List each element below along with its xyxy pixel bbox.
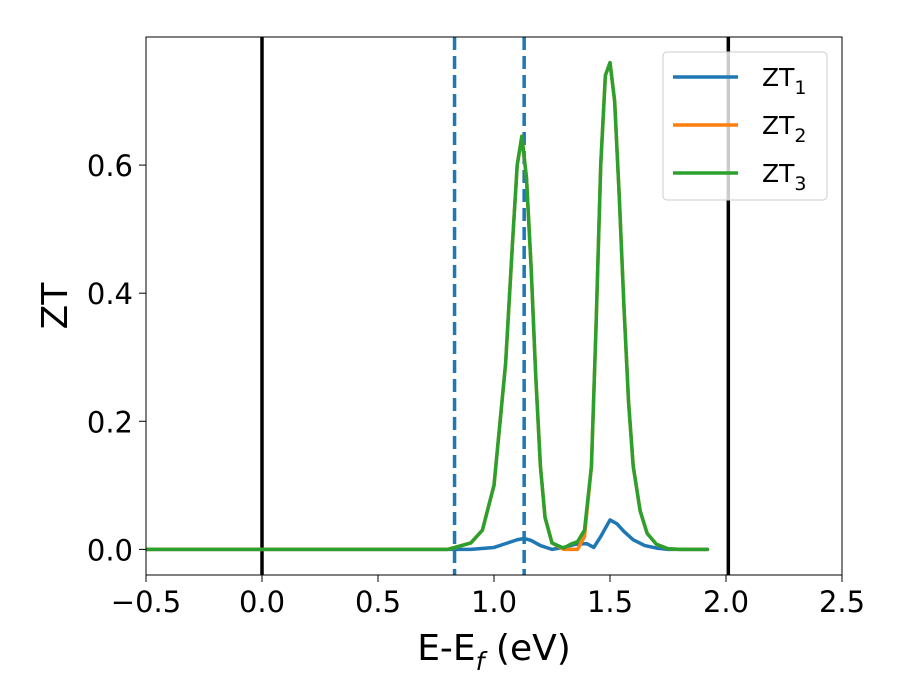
y-tick-label: 0.2	[87, 405, 133, 439]
x-tick-label: 2.5	[819, 585, 865, 619]
y-axis-ticks: 0.0 0.2 0.4 0.6	[87, 149, 146, 567]
legend-box	[662, 51, 828, 201]
series-lines	[146, 60, 710, 552]
legend-label-zt3: ZT3	[762, 159, 807, 195]
x-axis-label-unit: (eV)	[484, 628, 570, 669]
y-tick-label: 0.6	[87, 149, 133, 183]
y-tick-label: 0.4	[87, 277, 133, 311]
x-tick-label: 0.5	[355, 585, 401, 619]
x-axis-label-main: E-E	[417, 628, 475, 669]
legend: ZT1 ZT2 ZT3	[662, 51, 828, 201]
x-tick-label: 0.0	[239, 585, 285, 619]
x-axis-label: E-Ef (eV)	[417, 628, 571, 676]
x-tick-label: 1.0	[471, 585, 517, 619]
legend-label-zt1: ZT1	[762, 63, 807, 99]
x-tick-label: 2.0	[703, 585, 749, 619]
reference-lines	[260, 37, 731, 575]
series-line-zt3	[146, 60, 710, 552]
x-axis-ticks: −0.5 0.0 0.5 1.0 1.5 2.0 2.5	[111, 575, 865, 619]
y-tick-label: 0.0	[87, 533, 133, 567]
x-tick-label: −0.5	[111, 585, 181, 619]
y-axis-label: ZT	[35, 282, 76, 330]
legend-label-zt2: ZT2	[762, 111, 807, 147]
x-tick-label: 1.5	[587, 585, 633, 619]
series-line-zt1	[146, 518, 710, 552]
